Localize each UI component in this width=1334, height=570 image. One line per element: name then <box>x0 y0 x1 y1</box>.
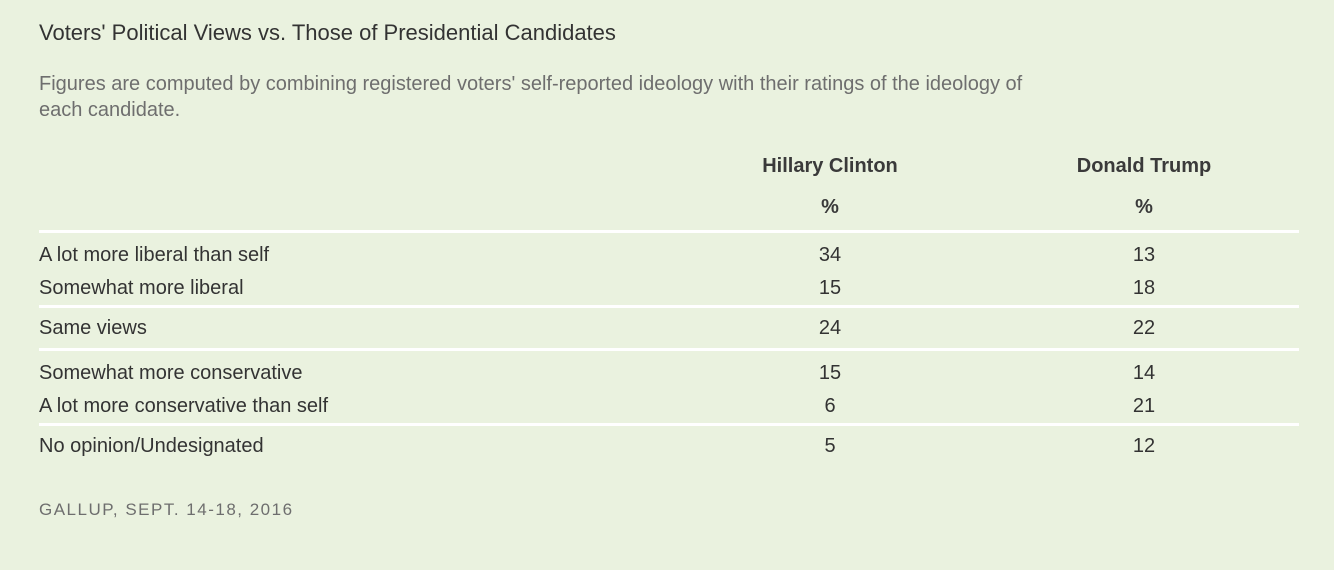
data-table: Hillary Clinton Donald Trump % % A lot m… <box>39 148 1299 466</box>
row-label: A lot more liberal than self <box>39 244 270 266</box>
cell-clinton: 15 <box>671 272 989 308</box>
cell-clinton: 6 <box>671 390 989 426</box>
unit-trump: % <box>989 184 1299 233</box>
cell-trump: 14 <box>1132 362 1156 384</box>
cell-clinton: 15 <box>818 362 842 384</box>
table-row: A lot more conservative than self 6 21 <box>39 390 1299 426</box>
cell-trump: 21 <box>989 390 1299 426</box>
column-header-clinton: Hillary Clinton <box>762 154 898 177</box>
cell-clinton: 24 <box>671 306 989 351</box>
unit-blank <box>39 184 671 233</box>
column-header-trump: Donald Trump <box>1076 154 1212 177</box>
cell-trump: 12 <box>1132 434 1156 457</box>
cell-trump: 18 <box>989 272 1299 308</box>
cell-trump: 13 <box>1132 244 1156 266</box>
table-row: No opinion/Undesignated 5 12 <box>39 425 1299 467</box>
cell-trump: 22 <box>989 306 1299 351</box>
table-row: Same views 24 22 <box>39 306 1299 351</box>
table-row: A lot more liberal than self 34 13 <box>39 232 1299 273</box>
row-label: A lot more conservative than self <box>39 390 671 426</box>
chart-title: Voters' Political Views vs. Those of Pre… <box>39 20 616 45</box>
cell-clinton: 34 <box>818 244 842 266</box>
row-label: No opinion/Undesignated <box>39 434 264 457</box>
table-row: Somewhat more conservative 15 14 <box>39 350 1299 391</box>
row-label: Same views <box>39 306 671 351</box>
row-label: Somewhat more liberal <box>39 272 671 308</box>
table-row: Somewhat more liberal 15 18 <box>39 272 1299 308</box>
cell-clinton: 5 <box>824 434 836 457</box>
chart-subtitle: Figures are computed by combining regist… <box>39 73 1023 121</box>
row-label: Somewhat more conservative <box>39 362 303 384</box>
unit-clinton: % <box>671 184 989 233</box>
header-row: Hillary Clinton Donald Trump <box>39 148 1299 184</box>
source-note: GALLUP, SEPT. 14-18, 2016 <box>39 500 294 519</box>
header-blank <box>39 148 671 184</box>
unit-row: % % <box>39 184 1299 233</box>
